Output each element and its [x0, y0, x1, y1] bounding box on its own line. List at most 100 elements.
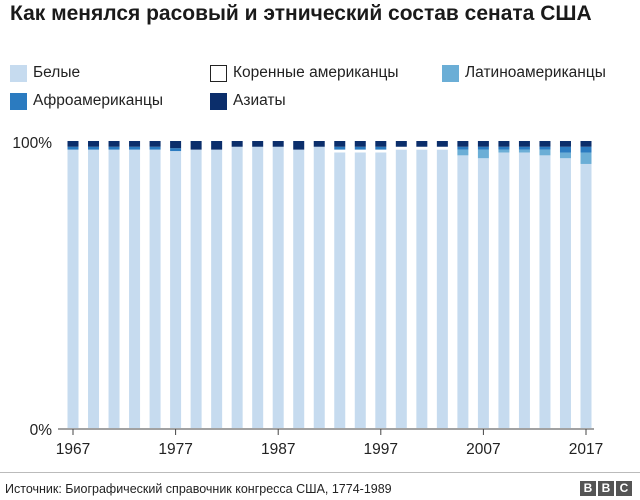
- bar-segment-white: [539, 155, 551, 428]
- x-tick-label: 1997: [364, 441, 398, 458]
- bar-segment-asian: [436, 141, 448, 147]
- bar-segment-black: [108, 146, 120, 150]
- bar-segment-black: [580, 146, 592, 153]
- bar-segment-white: [354, 152, 366, 429]
- bbc-logo-letter: C: [616, 481, 632, 496]
- bar-segment-white: [477, 158, 489, 428]
- bar-segment-white: [67, 149, 79, 429]
- bar-segment-asian: [559, 141, 571, 147]
- bar-segment-black: [88, 146, 100, 150]
- bar-segment-black: [354, 146, 366, 150]
- bar-segment-white: [272, 146, 284, 429]
- bar-segment-native: [416, 146, 428, 150]
- bar-segment-latino: [477, 149, 489, 159]
- legend-item-black: Афроамериканцы: [10, 91, 163, 111]
- bar-segment-white: [211, 149, 223, 429]
- bar-segment-white: [88, 149, 100, 429]
- bar-segment-white: [559, 158, 571, 428]
- legend-label-latino: Латиноамериканцы: [465, 64, 606, 81]
- bar-segment-asian: [457, 141, 469, 147]
- legend-item-latino: Латиноамериканцы: [442, 63, 606, 83]
- bar-segment-white: [457, 155, 469, 428]
- legend-label-native: Коренные американцы: [233, 64, 399, 81]
- bar-segment-asian: [477, 141, 489, 147]
- bar-segment-white: [334, 152, 346, 429]
- bar-segment-asian: [67, 141, 79, 147]
- bar-segment-black: [498, 146, 510, 150]
- x-tick-label: 2017: [569, 441, 603, 458]
- legend-item-white: Белые: [10, 63, 80, 83]
- bar-segment-asian: [518, 141, 530, 147]
- source-note: Источник: Биографический справочник конг…: [5, 482, 392, 496]
- bar-segment-white: [252, 146, 264, 429]
- chart-title: Как менялся расовый и этнический состав …: [10, 2, 592, 25]
- bbc-logo-letter: B: [598, 481, 614, 496]
- bar-segment-native: [354, 149, 366, 153]
- x-tick-label: 1977: [158, 441, 192, 458]
- legend-swatch-black: [10, 92, 27, 110]
- bar-segment-asian: [416, 141, 428, 147]
- legend-swatch-asian: [210, 92, 227, 110]
- bar-segment-asian: [293, 141, 305, 150]
- bar-segment-asian: [252, 141, 264, 147]
- bar-segment-white: [129, 149, 141, 429]
- bar-segment-latino: [539, 149, 551, 156]
- bar-segment-asian: [88, 141, 100, 147]
- bar-segment-black: [129, 146, 141, 150]
- legend-label-black: Афроамериканцы: [33, 92, 164, 109]
- bar-segment-white: [518, 152, 530, 429]
- bar-segment-black: [457, 146, 469, 150]
- bar-segment-latino: [518, 149, 530, 153]
- bar-segment-asian: [272, 141, 284, 147]
- bar-segment-asian: [231, 141, 243, 147]
- bar-segment-white: [170, 151, 182, 429]
- legend-label-white: Белые: [33, 64, 81, 81]
- bar-segment-asian: [129, 141, 141, 147]
- y-tick-label: 100%: [12, 135, 52, 152]
- bar-segment-white: [108, 149, 120, 429]
- bar-segment-black: [149, 146, 161, 150]
- bar-segment-asian: [211, 141, 223, 150]
- bar-segment-white: [395, 149, 407, 429]
- bar-segment-black: [375, 146, 387, 150]
- bar-segment-asian: [313, 141, 325, 147]
- bar-segment-black: [559, 146, 571, 153]
- legend-item-native: Коренные американцы: [210, 63, 399, 83]
- bar-segment-latino: [498, 149, 510, 153]
- x-tick-label: 2007: [466, 441, 500, 458]
- bar-segment-black: [67, 146, 79, 150]
- legend-swatch-native: [210, 64, 227, 82]
- bar-segment-latino: [580, 152, 592, 164]
- bar-segment-white: [231, 146, 243, 429]
- x-tick-label: 1967: [56, 441, 90, 458]
- bar-segment-latino: [457, 149, 469, 156]
- bar-segment-black: [170, 148, 182, 152]
- bar-segment-asian: [395, 141, 407, 147]
- bar-segment-latino: [559, 152, 571, 159]
- y-tick-label: 0%: [30, 422, 53, 439]
- bar-segment-asian: [190, 141, 202, 150]
- bar-segment-white: [313, 146, 325, 429]
- bar-segment-asian: [375, 141, 387, 147]
- bar-segment-black: [477, 146, 489, 150]
- bar-segment-black: [539, 146, 551, 150]
- bar-segment-native: [436, 146, 448, 150]
- bar-segment-white: [293, 149, 305, 429]
- bar-segment-native: [375, 149, 387, 153]
- bar-segment-asian: [108, 141, 120, 147]
- bar-segment-white: [436, 149, 448, 429]
- bar-segment-white: [190, 149, 202, 429]
- bar-segment-white: [149, 149, 161, 429]
- legend-item-asian: Азиаты: [210, 91, 286, 111]
- bar-segment-native: [395, 146, 407, 150]
- bbc-logo: B B C: [580, 481, 632, 496]
- bar-segment-native: [334, 149, 346, 153]
- bar-segment-black: [518, 146, 530, 150]
- bar-segment-white: [375, 152, 387, 429]
- footer-divider: [0, 472, 640, 473]
- bbc-logo-letter: B: [580, 481, 596, 496]
- bar-segment-black: [334, 146, 346, 150]
- legend-swatch-white: [10, 64, 27, 82]
- bar-segment-asian: [354, 141, 366, 147]
- bar-segment-asian: [334, 141, 346, 147]
